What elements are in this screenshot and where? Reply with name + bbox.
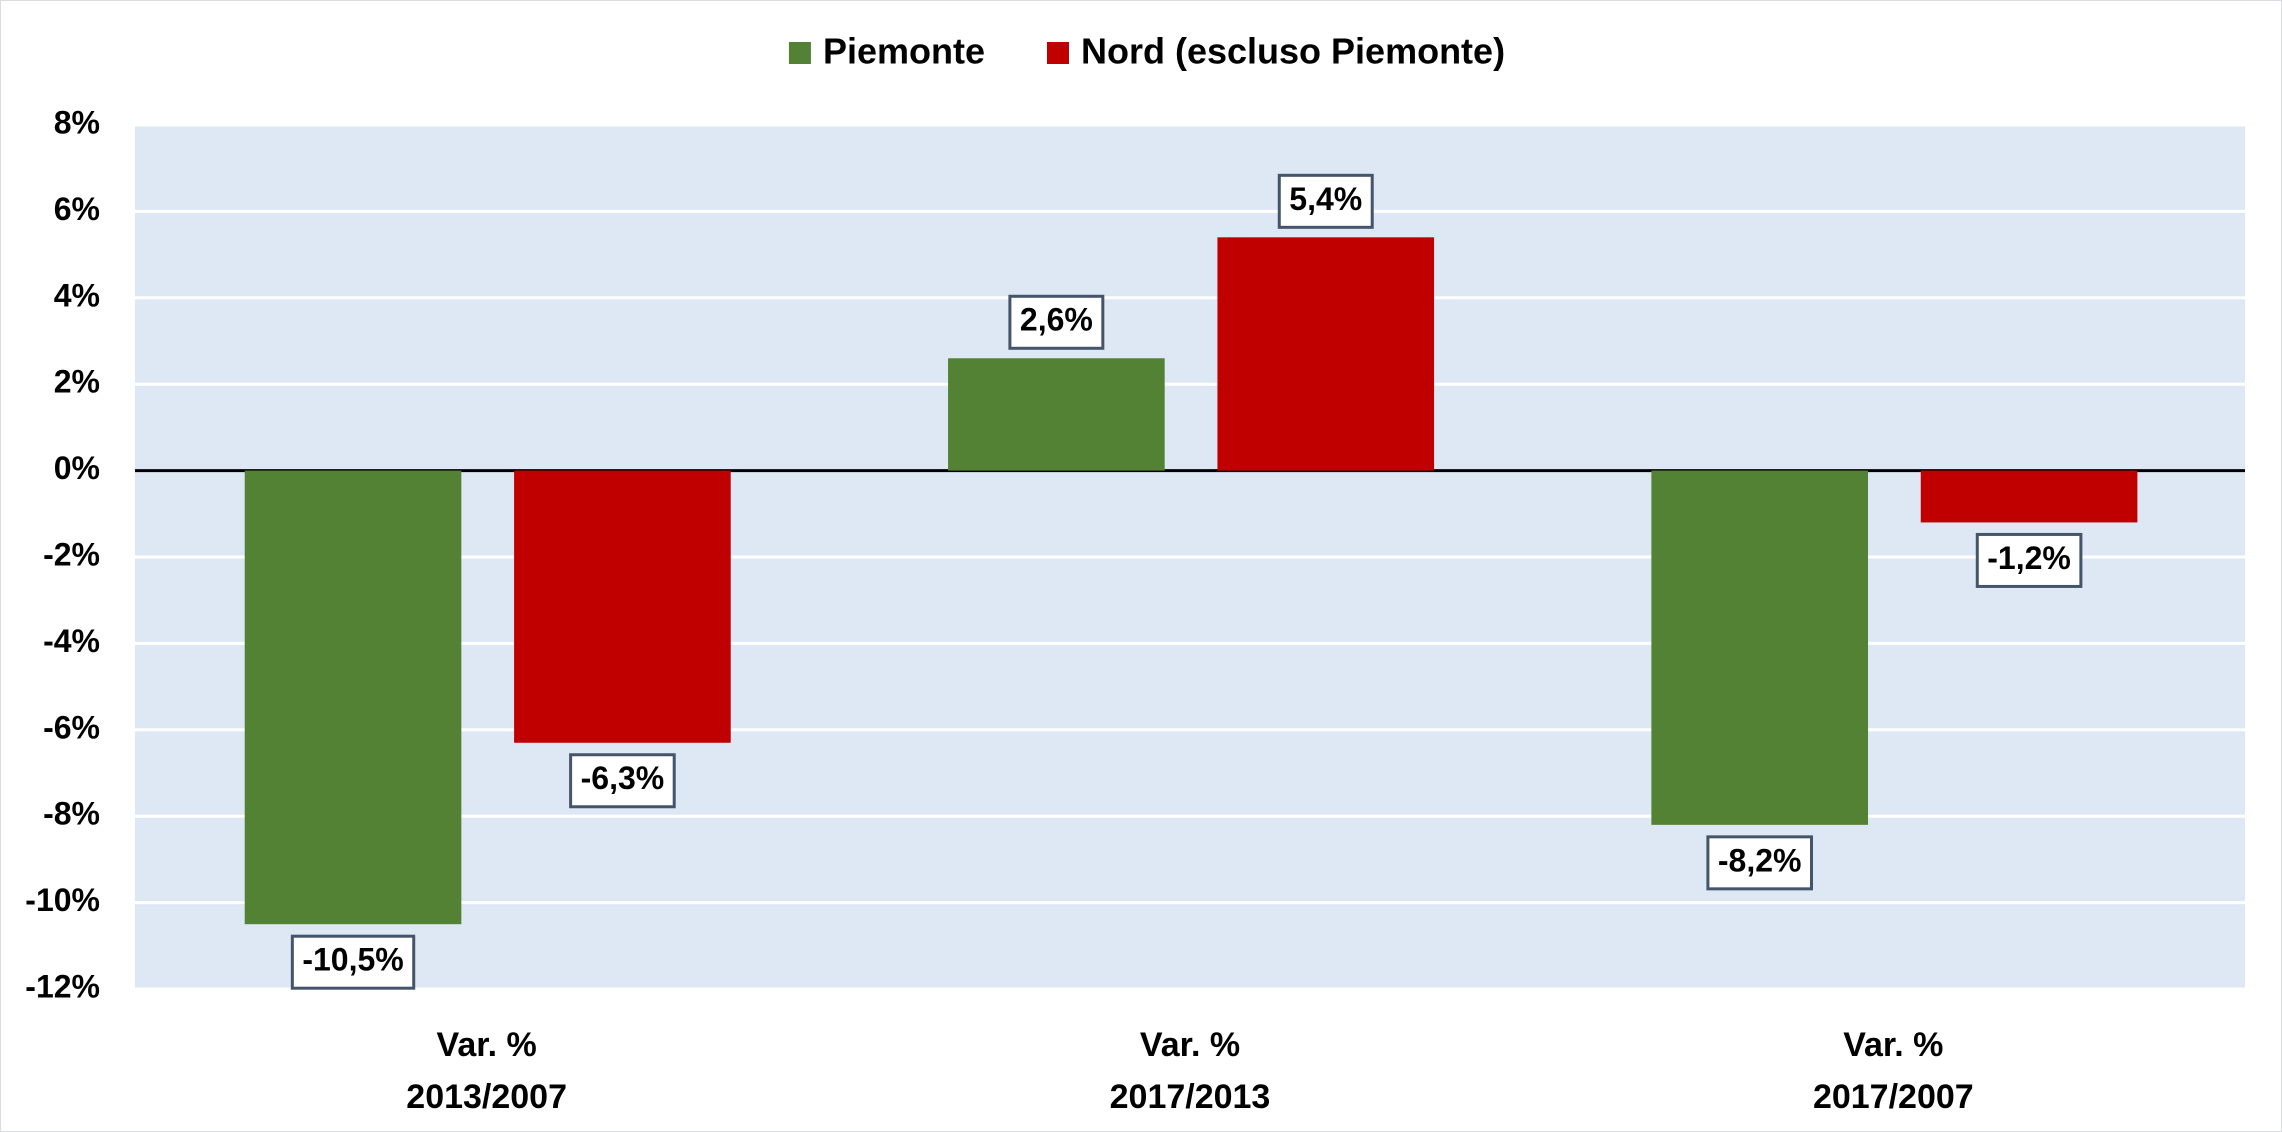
y-tick-label: 4%	[54, 277, 100, 313]
y-tick-label: 6%	[54, 191, 100, 227]
value-label-box	[1706, 835, 1813, 891]
legend-label: Piemonte	[823, 31, 985, 72]
value-label-box	[1277, 173, 1374, 229]
y-tick-label: -2%	[43, 536, 100, 572]
value-label: 5,4%	[1289, 181, 1362, 217]
bar	[1920, 470, 2138, 523]
y-tick-label: -8%	[43, 796, 100, 832]
value-label-box	[1975, 532, 2083, 588]
value-label-box	[290, 934, 416, 990]
bar	[514, 470, 731, 743]
bar	[1217, 237, 1435, 471]
legend-label: Nord (escluso Piemonte)	[1081, 31, 1505, 72]
value-label: -6,3%	[581, 760, 665, 796]
value-label: 2,6%	[1020, 302, 1093, 338]
x-tick-label: Var. % 2013/2007	[406, 1026, 568, 1116]
legend-swatch	[788, 42, 811, 64]
y-tick-label: -4%	[43, 623, 100, 659]
y-tick-label: 2%	[54, 364, 100, 400]
y-tick-label: 8%	[54, 104, 100, 140]
bar	[1651, 470, 1869, 825]
value-label-box	[1008, 294, 1105, 350]
y-tick-label: -12%	[25, 968, 100, 1004]
y-tick-label: -6%	[43, 709, 100, 745]
value-label-box	[569, 753, 676, 809]
legend-swatch	[1046, 42, 1069, 64]
bar	[948, 358, 1165, 471]
bar	[244, 470, 462, 925]
value-label: -1,2%	[1987, 540, 2071, 576]
y-tick-label: 0%	[54, 450, 100, 486]
value-label: -10,5%	[302, 942, 403, 978]
x-tick-label: Var. % 2017/2013	[1109, 1026, 1271, 1116]
value-label: -8,2%	[1718, 842, 1802, 878]
x-tick-label: Var. % 2017/2007	[1812, 1026, 1974, 1116]
y-tick-label: -10%	[25, 882, 100, 918]
